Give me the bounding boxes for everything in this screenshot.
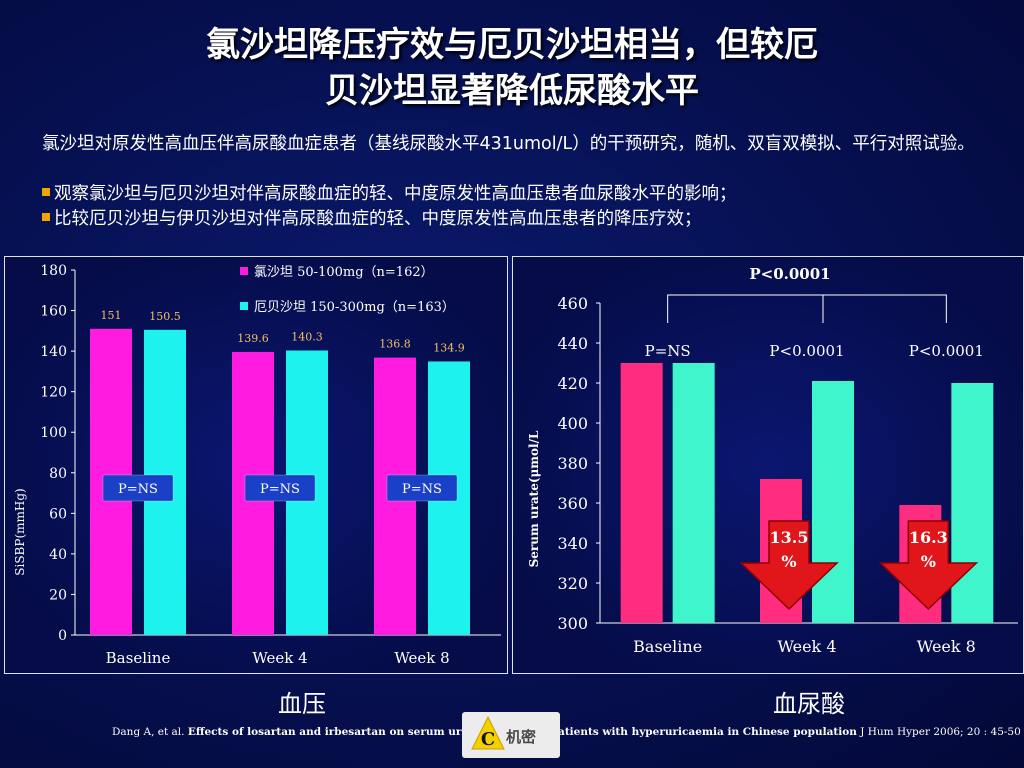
citation-authors: Dang A, et al.	[112, 726, 188, 738]
urate-overall-p: P<0.0001	[749, 265, 830, 283]
slide-title: 氯沙坦降压疗效与厄贝沙坦相当，但较厄 贝沙坦显著降低尿酸水平	[0, 22, 1024, 114]
reduction-unit: %	[781, 552, 796, 571]
urate-p-labels: P=NS P<0.0001 P<0.0001	[645, 342, 984, 360]
urate-y-axis-title: Serum urate(μmol/L	[527, 430, 541, 567]
bullet-text-2: 比较厄贝沙坦与伊贝沙坦对伴高尿酸血症的轻、中度原发性高血压患者的降压疗效；	[54, 209, 702, 229]
urate-y-tick-label: 440	[557, 334, 588, 353]
urate-bar	[812, 381, 854, 623]
bp-p-box	[244, 474, 316, 502]
bp-p-box	[386, 474, 458, 502]
bullet-item-2: 比较厄贝沙坦与伊贝沙坦对伴高尿酸血症的轻、中度原发性高血压患者的降压疗效；	[42, 207, 702, 232]
bp-value-labels: 151 150.5 139.6 140.3 136.8 134.9	[101, 309, 465, 355]
bp-y-tick-label: 20	[49, 587, 67, 603]
urate-x-tick-label: Baseline	[633, 637, 702, 656]
bp-x-tick-label: Baseline	[106, 649, 171, 667]
bp-value-label: 140.3	[291, 331, 323, 344]
urate-bars	[620, 363, 994, 623]
urate-p-label: P<0.0001	[769, 342, 844, 360]
citation: Dang A, et al. Effects of losartan and i…	[112, 726, 1021, 738]
bullet-item-1: 观察氯沙坦与厄贝沙坦对伴高尿酸血症的轻、中度原发性高血压患者血尿酸水平的影响；	[42, 182, 737, 207]
urate-bracket-line	[667, 294, 947, 323]
urate-y-tick-label: 300	[557, 614, 588, 633]
urate-y-tick-label: 340	[557, 534, 588, 553]
urate-y-tick-label: 380	[557, 454, 588, 473]
bp-y-tick-label: 0	[58, 628, 67, 644]
bp-y-tick-label: 40	[49, 547, 67, 563]
bp-value-label: 150.5	[149, 310, 181, 323]
bullet-square-icon	[42, 213, 50, 221]
slide-title-line2: 贝沙坦显著降低尿酸水平	[325, 71, 699, 111]
bp-y-tick-label: 160	[40, 304, 67, 320]
bullet-square-icon	[42, 188, 50, 196]
legend-label-irbesartan: 厄贝沙坦 150-300mg（n=163）	[254, 300, 455, 315]
bp-x-axis: Baseline Week 4 Week 8	[106, 649, 450, 667]
citation-title-cont: patients with hyperuricaemia in Chinese …	[550, 726, 857, 738]
urate-caption: 血尿酸	[773, 690, 845, 718]
urate-y-tick-label: 460	[557, 294, 588, 313]
bp-value-label: 151	[101, 309, 122, 322]
bp-y-tick-label: 180	[40, 263, 67, 279]
bp-value-label: 134.9	[433, 341, 465, 354]
legend-swatch-losartan	[240, 267, 248, 275]
citation-journal: J Hum Hyper 2006; 20 : 45-50	[856, 726, 1021, 738]
bp-p-annotations: P=NS P=NS P=NS	[102, 474, 458, 502]
urate-p-label: P=NS	[645, 342, 691, 360]
bp-y-tick-label: 100	[40, 425, 67, 441]
urate-bar	[672, 363, 715, 623]
down-arrow-icon: 16.3%	[878, 520, 979, 611]
bp-caption: 血压	[278, 690, 326, 718]
down-arrow-shape	[878, 520, 979, 611]
bullet-text-1: 观察氯沙坦与厄贝沙坦对伴高尿酸血症的轻、中度原发性高血压患者血尿酸水平的影响；	[54, 184, 737, 204]
bp-y-tick-label: 140	[40, 344, 67, 360]
bp-p-label: P=NS	[260, 482, 300, 497]
legend-swatch-irbesartan	[240, 302, 248, 310]
urate-y-tick-label: 420	[557, 374, 588, 393]
citation-title: Effects of losartan and irbesartan on se…	[187, 726, 489, 738]
urate-y-tick-label: 400	[557, 414, 588, 433]
urate-reduction-arrows: 13.5%16.3%	[739, 520, 979, 611]
urate-x-tick-label: Week 4	[777, 637, 836, 656]
bp-y-tick-label: 80	[49, 466, 67, 482]
bp-y-tick-label: 60	[49, 506, 67, 522]
reduction-value: 13.5	[770, 528, 809, 547]
urate-chart-panel: 300 320 340 360 380 400 420 440 460 P=NS P<0.0001…	[512, 256, 1024, 674]
bp-legend: 氯沙坦 50-100mg（n=162） 厄贝沙坦 150-300mg（n=163…	[240, 265, 455, 315]
down-arrow-shape	[739, 520, 839, 611]
intro-text: 氯沙坦对原发性高血压伴高尿酸血症患者（基线尿酸水平431umol/L）的干预研究…	[42, 134, 975, 154]
bp-chart: 0 20 40 60 80 100 120 140 160 180 151 150.5 139.6 14…	[13, 263, 501, 667]
bp-y-axis: 0 20 40 60 80 100 120 140 160 180	[40, 263, 501, 644]
bp-chart-panel: 0 20 40 60 80 100 120 140 160 180 151 150.5 139.6 14…	[4, 256, 508, 674]
bp-y-axis-title: SiSBP(mmHg)	[13, 488, 27, 575]
reduction-value: 16.3	[909, 528, 948, 547]
urate-chart: 300 320 340 360 380 400 420 440 460 P=NS P<0.0001…	[527, 265, 1018, 656]
urate-p-bracket	[667, 294, 947, 323]
urate-y-axis: 300 320 340 360 380 400 420 440 460	[557, 294, 1018, 633]
confidential-watermark: C 机密	[462, 712, 560, 758]
urate-p-label: P<0.0001	[909, 342, 984, 360]
watermark-text: 机密	[506, 728, 537, 746]
bp-y-tick-label: 120	[40, 385, 67, 401]
urate-bar	[951, 383, 994, 623]
bp-p-label: P=NS	[118, 482, 158, 497]
slide-title-line1: 氯沙坦降压疗效与厄贝沙坦相当，但较厄	[206, 25, 818, 65]
warning-triangle-icon: C	[471, 715, 505, 750]
urate-y-tick-label: 320	[557, 574, 588, 593]
bp-p-label: P=NS	[402, 482, 442, 497]
legend-label-losartan: 氯沙坦 50-100mg（n=162）	[254, 265, 434, 280]
reduction-unit: %	[921, 552, 936, 571]
bp-p-box	[102, 474, 174, 502]
urate-x-axis: Baseline Week 4 Week 8	[633, 637, 976, 656]
bp-value-label: 136.8	[379, 338, 411, 351]
urate-y-tick-label: 360	[557, 494, 588, 513]
watermark-letter: C	[481, 729, 495, 750]
down-arrow-icon: 13.5%	[739, 520, 839, 611]
urate-x-tick-label: Week 8	[917, 637, 976, 656]
urate-bar	[620, 363, 663, 623]
bp-x-tick-label: Week 8	[394, 649, 449, 667]
bp-x-tick-label: Week 4	[252, 649, 307, 667]
bp-value-label: 139.6	[237, 332, 269, 345]
